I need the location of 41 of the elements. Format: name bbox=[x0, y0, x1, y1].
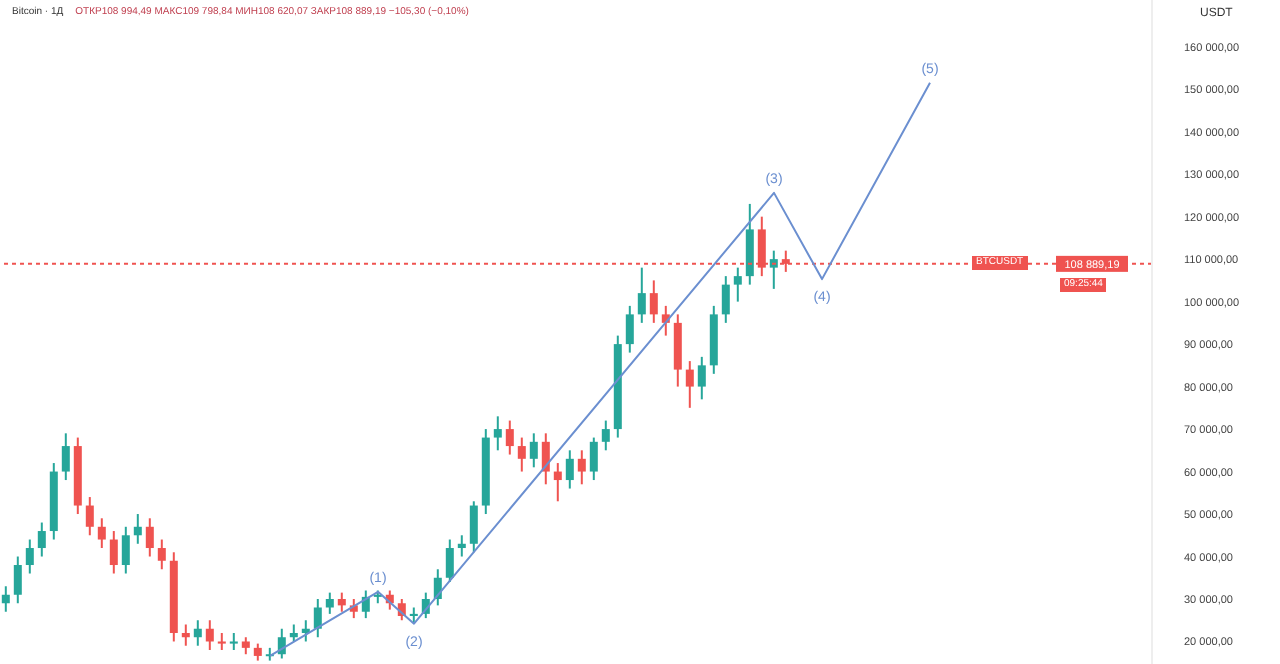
candlestick bbox=[25, 538, 34, 575]
candlestick bbox=[13, 555, 22, 605]
candlestick bbox=[553, 462, 562, 503]
candlestick bbox=[733, 266, 742, 303]
candlestick bbox=[145, 517, 154, 558]
candlestick bbox=[565, 449, 574, 490]
candlestick bbox=[85, 496, 94, 537]
candlestick bbox=[685, 360, 694, 409]
candlestick bbox=[673, 313, 682, 388]
candlestick bbox=[649, 279, 658, 324]
candlestick bbox=[541, 432, 550, 486]
candlestick bbox=[445, 538, 454, 584]
candlestick bbox=[97, 517, 106, 550]
candlestick bbox=[181, 623, 190, 647]
candlestick bbox=[697, 355, 706, 401]
candlestick bbox=[61, 432, 70, 482]
candlestick bbox=[325, 591, 334, 615]
candlestick bbox=[121, 525, 130, 575]
candlestick bbox=[133, 513, 142, 545]
candlestick bbox=[601, 419, 610, 452]
candlestick bbox=[493, 415, 502, 452]
candlestick bbox=[745, 202, 754, 286]
candlestick bbox=[625, 304, 634, 354]
candlestick bbox=[505, 419, 514, 456]
candlestick bbox=[517, 436, 526, 473]
candlestick bbox=[457, 534, 466, 558]
candlestick bbox=[577, 449, 586, 486]
candlestick bbox=[637, 266, 646, 324]
candlestick bbox=[769, 249, 778, 290]
candlestick bbox=[193, 619, 202, 647]
candlestick bbox=[205, 619, 214, 651]
candlestick bbox=[109, 530, 118, 575]
candlestick bbox=[313, 598, 322, 639]
candlestick bbox=[157, 538, 166, 571]
candlestick bbox=[589, 436, 598, 482]
candlestick bbox=[721, 275, 730, 324]
candlestick bbox=[529, 432, 538, 469]
candlestick bbox=[1, 585, 10, 613]
candlestick bbox=[37, 521, 46, 558]
candlestick bbox=[469, 500, 478, 554]
candlestick bbox=[337, 591, 346, 613]
